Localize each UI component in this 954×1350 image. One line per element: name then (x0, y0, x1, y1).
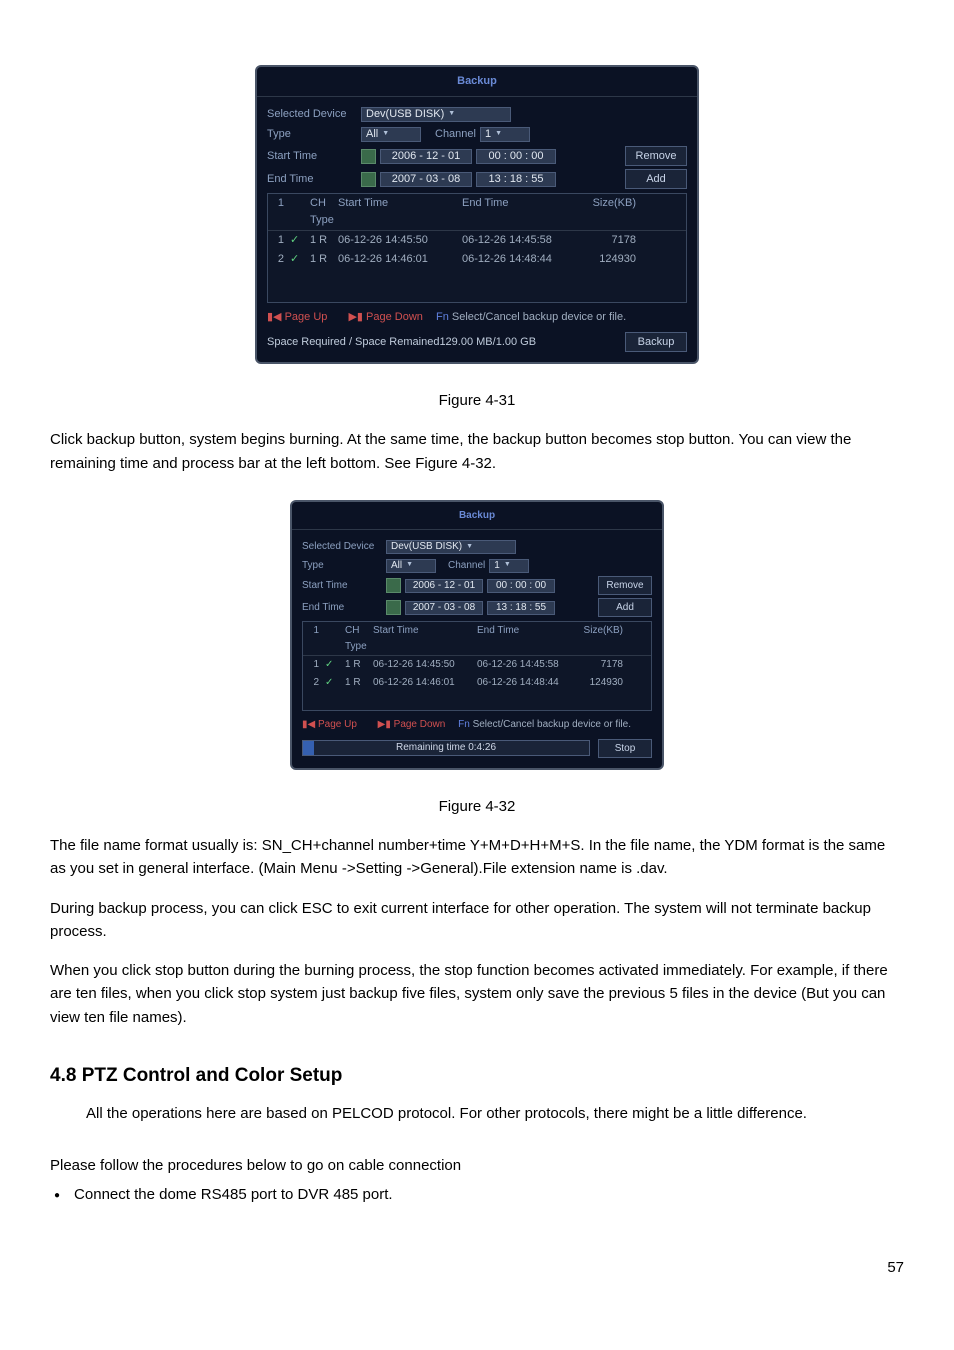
type-select[interactable]: All (386, 559, 436, 573)
page-up-button[interactable]: ▮◀ Page Up (267, 311, 327, 323)
table-row[interactable]: 1 ✓ 1 R 06-12-26 14:45:50 06-12-26 14:45… (303, 656, 651, 674)
paragraph: Click backup button, system begins burni… (50, 428, 904, 475)
type-label: Type (302, 558, 382, 574)
start-date-input[interactable]: 2006 - 12 - 01 (380, 149, 472, 164)
calendar-icon[interactable] (361, 149, 376, 164)
list-header: 1 CH Type Start Time End Time Size(KB) (303, 622, 651, 656)
end-date-input[interactable]: 2007 - 03 - 08 (380, 172, 472, 187)
space-required-text: Space Required / Space Remained129.00 MB… (267, 334, 625, 351)
fn-label: Fn (436, 311, 449, 323)
dialog-title: Backup (292, 502, 662, 531)
type-select[interactable]: All (361, 127, 421, 142)
channel-select[interactable]: 1 (480, 127, 530, 142)
page-up-button[interactable]: ▮◀ Page Up (302, 719, 357, 730)
list-header: 1 CH Type Start Time End Time Size(KB) (268, 194, 686, 231)
check-icon[interactable]: ✓ (325, 675, 339, 691)
figure-caption: Figure 4-32 (50, 795, 904, 818)
fn-label: Fn (458, 719, 470, 730)
channel-select[interactable]: 1 (489, 559, 529, 573)
table-row[interactable]: 1 ✓ 1 R 06-12-26 14:45:50 06-12-26 14:45… (268, 231, 686, 250)
paragraph: The file name format usually is: SN_CH+c… (50, 834, 904, 881)
fn-text: Select/Cancel backup device or file. (452, 311, 626, 323)
figure-caption: Figure 4-31 (50, 389, 904, 412)
start-time-label: Start Time (267, 148, 357, 165)
add-button[interactable]: Add (625, 169, 687, 189)
start-time-input[interactable]: 00 : 00 : 00 (476, 149, 556, 164)
backup-button[interactable]: Backup (625, 332, 687, 352)
backup-dialog: Backup Selected Device Dev(USB DISK) Typ… (255, 65, 699, 364)
selected-device-label: Selected Device (302, 539, 382, 555)
remove-button[interactable]: Remove (625, 146, 687, 166)
paragraph: When you click stop button during the bu… (50, 959, 904, 1029)
page-number: 57 (50, 1256, 904, 1279)
paragraph: Please follow the procedures below to go… (50, 1154, 904, 1177)
pager: ▮◀ Page Up ▶▮ Page Down Fn Select/Cancel… (267, 309, 687, 326)
section-heading: 4.8 PTZ Control and Color Setup (50, 1061, 904, 1090)
file-list: 1 CH Type Start Time End Time Size(KB) 1… (267, 193, 687, 303)
file-list: 1 CH Type Start Time End Time Size(KB) 1… (302, 621, 652, 711)
check-icon[interactable]: ✓ (290, 251, 304, 268)
page-down-button[interactable]: ▶▮ Page Down (348, 311, 422, 323)
calendar-icon[interactable] (361, 172, 376, 187)
selected-device-label: Selected Device (267, 106, 357, 123)
table-row[interactable]: 2 ✓ 1 R 06-12-26 14:46:01 06-12-26 14:48… (268, 250, 686, 269)
selected-device-select[interactable]: Dev(USB DISK) (361, 107, 511, 122)
figure-4-32: Backup Selected Device Dev(USB DISK) Typ… (50, 500, 904, 770)
check-icon[interactable]: ✓ (325, 657, 339, 673)
end-time-input[interactable]: 13 : 18 : 55 (476, 172, 556, 187)
type-label: Type (267, 126, 357, 143)
progress-bar: Remaining time 0:4:26 (302, 740, 590, 756)
page-down-button[interactable]: ▶▮ Page Down (378, 719, 446, 730)
end-time-label: End Time (267, 171, 357, 188)
remove-button[interactable]: Remove (598, 576, 652, 595)
backup-dialog: Backup Selected Device Dev(USB DISK) Typ… (290, 500, 664, 770)
dialog-title: Backup (257, 67, 697, 97)
fn-text: Select/Cancel backup device or file. (473, 719, 631, 730)
selected-device-select[interactable]: Dev(USB DISK) (386, 540, 516, 554)
channel-label: Channel (448, 558, 485, 574)
calendar-icon[interactable] (386, 578, 401, 593)
pager: ▮◀ Page Up ▶▮ Page Down Fn Select/Cancel… (302, 717, 652, 733)
check-icon[interactable]: ✓ (290, 232, 304, 249)
start-time-label: Start Time (302, 578, 382, 594)
channel-label: Channel (435, 126, 476, 143)
end-time-input[interactable]: 13 : 18 : 55 (487, 601, 555, 615)
stop-button[interactable]: Stop (598, 739, 652, 758)
figure-4-31: Backup Selected Device Dev(USB DISK) Typ… (50, 65, 904, 364)
calendar-icon[interactable] (386, 600, 401, 615)
add-button[interactable]: Add (598, 598, 652, 617)
paragraph: All the operations here are based on PEL… (50, 1102, 904, 1125)
table-row[interactable]: 2 ✓ 1 R 06-12-26 14:46:01 06-12-26 14:48… (303, 674, 651, 692)
list-item: Connect the dome RS485 port to DVR 485 p… (50, 1183, 904, 1206)
start-time-input[interactable]: 00 : 00 : 00 (487, 579, 555, 593)
progress-label: Remaining time 0:4:26 (303, 741, 589, 755)
end-date-input[interactable]: 2007 - 03 - 08 (405, 601, 483, 615)
paragraph: During backup process, you can click ESC… (50, 897, 904, 944)
start-date-input[interactable]: 2006 - 12 - 01 (405, 579, 483, 593)
end-time-label: End Time (302, 600, 382, 616)
